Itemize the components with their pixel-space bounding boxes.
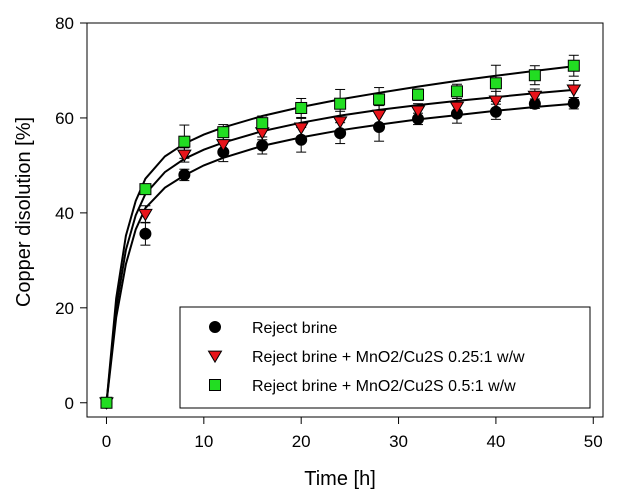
- data-point-series-2: [371, 109, 387, 123]
- x-tick-label: 30: [389, 432, 408, 451]
- data-point-series-1: [139, 227, 152, 240]
- data-point-series-3: [100, 396, 113, 409]
- x-tick-label: 50: [584, 432, 603, 451]
- y-tick-label: 20: [55, 299, 74, 318]
- data-point-series-3: [373, 93, 386, 106]
- data-point-series-3: [139, 183, 152, 196]
- fit-curve-1: [105, 102, 574, 403]
- fit-curve-3: [105, 65, 574, 403]
- data-point-series-3: [567, 59, 580, 72]
- legend-marker-2: [207, 350, 223, 364]
- data-point-series-1: [178, 168, 191, 181]
- x-axis-label: Time [h]: [304, 468, 376, 490]
- y-tick-label: 60: [55, 109, 74, 128]
- x-tick-label: 10: [194, 432, 213, 451]
- data-point-series-2: [410, 105, 426, 118]
- legend-label-3: Reject brine + MnO2/Cu2S 0.5:1 w/w: [252, 378, 516, 395]
- data-point-series-3: [178, 135, 191, 148]
- data-point-series-1: [256, 139, 269, 152]
- data-point-series-1: [567, 97, 580, 110]
- plot-frame: [86, 22, 604, 418]
- data-point-series-1: [295, 133, 308, 146]
- data-point-series-1: [373, 120, 386, 133]
- data-point-series-1: [334, 127, 347, 140]
- legend: Reject brine Reject brine + MnO2/Cu2S 0.2…: [179, 306, 591, 409]
- legend-label-2: Reject brine + MnO2/Cu2S 0.25:1 w/w: [252, 349, 525, 366]
- data-point-series-2: [332, 116, 348, 129]
- data-point-series-3: [217, 126, 230, 139]
- legend-label-1: Reject brine: [252, 320, 337, 337]
- legend-marker-3: [209, 379, 221, 391]
- data-point-series-3: [256, 117, 269, 130]
- data-point-series-3: [528, 69, 541, 82]
- data-point-series-2: [138, 208, 153, 222]
- y-tick-label: 0: [65, 394, 74, 413]
- data-point-series-3: [412, 88, 425, 101]
- data-point-series-2: [566, 84, 582, 98]
- fit-curve-2: [105, 88, 574, 403]
- x-tick-label: 20: [292, 432, 311, 451]
- data-point-series-2: [449, 101, 465, 115]
- data-point-series-3: [295, 101, 308, 114]
- y-tick-label: 40: [55, 204, 74, 223]
- y-tick-label: 80: [55, 14, 74, 33]
- axis-ticks: 0 10 20 30 40 50 0 20 40 60 80: [55, 14, 603, 451]
- plot-area: [86, 22, 604, 418]
- data-point-series-2: [215, 139, 231, 152]
- data-point-series-3: [450, 85, 463, 98]
- legend-marker-1: [209, 321, 221, 333]
- data-point-series-3: [489, 77, 502, 90]
- legend-box: [179, 306, 591, 409]
- data-point-series-2: [176, 149, 192, 163]
- x-tick-label: 0: [102, 432, 111, 451]
- y-axis-label: Copper disolution [%]: [13, 117, 35, 307]
- data-point-series-2: [488, 95, 504, 109]
- data-point-series-3: [334, 97, 347, 110]
- data-point-series-2: [293, 122, 309, 136]
- data-point-series-2: [527, 90, 543, 104]
- x-tick-label: 40: [486, 432, 505, 451]
